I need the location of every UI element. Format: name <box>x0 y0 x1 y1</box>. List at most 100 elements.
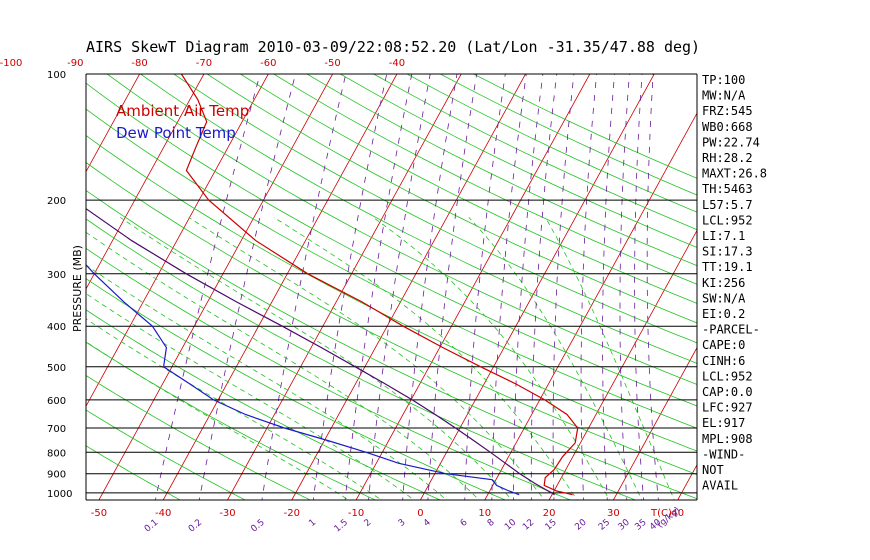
stability-index: SI:17.3 <box>702 245 753 259</box>
mixing-ratio-line <box>427 74 478 500</box>
dry-adiabat-line <box>306 74 697 267</box>
isotherm-line <box>86 74 269 407</box>
isotherm-line <box>291 74 526 500</box>
top-temp-tick-label: -50 <box>324 58 340 69</box>
mixing-ratio-line <box>552 74 575 500</box>
pressure-tick-label: 800 <box>47 448 66 459</box>
legend-ambient-air: Ambient Air Temp <box>116 102 249 120</box>
stability-index: FRZ:545 <box>702 104 753 118</box>
isotherm-line <box>0 74 75 500</box>
temp-tick-label: 40 <box>671 508 684 519</box>
dry-adiabat-line <box>106 74 697 385</box>
mixing-ratio-line <box>646 74 659 500</box>
pressure-tick-label: 500 <box>47 363 66 374</box>
top-temp-tick-label: -80 <box>131 58 147 69</box>
mixing-ratio-tick-label: 10 <box>503 517 518 532</box>
mixing-ratio-tick-label: 4 <box>422 517 433 529</box>
mixing-ratio-tick-label: 1.5 <box>333 518 350 535</box>
stability-index: CAPE:0 <box>702 338 745 352</box>
mixing-ratio-line <box>344 74 413 500</box>
dry-adiabat-line <box>340 74 697 248</box>
stability-index: LI:7.1 <box>702 229 745 243</box>
stability-index: MW:N/A <box>702 89 746 103</box>
x-axis-label: T(C) <box>650 508 672 519</box>
stability-index: CINH:6 <box>702 354 745 368</box>
mixing-ratio-tick-label: 12 <box>521 518 536 533</box>
stability-index: TT:19.1 <box>702 260 753 274</box>
isotherm-line <box>355 74 591 500</box>
pressure-tick-label: 700 <box>47 424 66 435</box>
isotherm-line <box>0 74 11 500</box>
pressure-tick-label: 300 <box>47 270 66 281</box>
stability-index: TH:5463 <box>702 182 753 196</box>
mixing-ratio-line <box>602 74 615 500</box>
legend-dew-point: Dew Point Temp <box>116 124 236 142</box>
moist-adiabat-line <box>545 217 675 500</box>
top-temp-tick-label: -60 <box>260 58 276 69</box>
isotherm-line <box>613 346 697 500</box>
dry-adiabat-line <box>373 74 697 231</box>
stability-index: AVAIL <box>702 479 738 493</box>
isotherm-line <box>548 229 697 500</box>
isotherm-line <box>86 74 140 173</box>
moist-adiabat-line <box>86 264 448 500</box>
stability-index: SW:N/A <box>702 291 746 305</box>
moist-adiabat-line <box>86 293 415 500</box>
temp-tick-label: -50 <box>91 508 107 519</box>
mixing-ratio-tick-label: 0.1 <box>143 518 160 535</box>
dry-adiabat-line <box>86 108 697 429</box>
top-temp-tick-label: -40 <box>389 58 405 69</box>
stability-index: LFC:927 <box>702 401 753 415</box>
dry-adiabat-line <box>86 189 697 500</box>
mixing-ratio-tick-label: 6 <box>459 517 470 529</box>
temp-tick-label: 20 <box>543 508 556 519</box>
isotherm-line <box>86 74 205 290</box>
temp-tick-label: -10 <box>348 508 364 519</box>
moist-adiabat-line <box>468 217 643 500</box>
stability-index: LCL:952 <box>702 369 753 383</box>
pressure-tick-label: 100 <box>47 70 66 81</box>
stability-index: CAP:0.0 <box>702 385 753 399</box>
isotherm-line <box>420 74 655 500</box>
mixing-ratio-tick-label: 1 <box>307 518 318 529</box>
mixing-ratio-tick-label: 30 <box>617 517 632 532</box>
temp-tick-label: -20 <box>284 508 300 519</box>
stability-index: L57:5.7 <box>702 198 753 212</box>
pressure-tick-label: 400 <box>47 322 66 333</box>
bottom-temp-axis: -50 -40 -30 -20 -10 0 10 20 30 40 <box>91 508 684 519</box>
stability-index: MAXT:26.8 <box>702 167 767 181</box>
isotherm-line <box>227 74 462 500</box>
dry-adiabat-line <box>440 74 697 196</box>
dry-adiabat-line <box>86 134 697 452</box>
stability-index: EI:0.2 <box>702 307 745 321</box>
temp-tick-label: -40 <box>155 508 171 519</box>
profiles <box>86 74 579 496</box>
moist-adiabat-line <box>120 217 513 500</box>
plot-area <box>0 74 697 500</box>
dry-adiabat-line <box>206 74 697 324</box>
chart-title: AIRS SkewT Diagram 2010-03-09/22:08:52.2… <box>86 38 700 56</box>
moist-adiabat-line <box>273 217 578 500</box>
temp-tick-label: -30 <box>219 508 235 519</box>
isotherm-line <box>162 74 398 500</box>
stability-index: PW:22.74 <box>702 135 760 149</box>
mixing-ratio-line <box>634 74 645 500</box>
stability-index: NOT <box>702 463 724 477</box>
stability-index: RH:28.2 <box>702 151 753 165</box>
mixing-ratio-tick-label: 2 <box>363 518 374 529</box>
dry-adiabat-line <box>86 247 572 500</box>
pressure-tick-label: 1000 <box>47 489 72 500</box>
temp-tick-label: 0 <box>417 508 423 519</box>
dry-adiabat-line <box>240 74 697 304</box>
temp-tick-label: 30 <box>607 508 620 519</box>
mixing-ratio-line <box>580 74 597 500</box>
dry-adiabat-line <box>173 74 697 344</box>
moist-adiabat-line <box>86 318 383 500</box>
mixing-ratio-line <box>619 74 630 500</box>
stability-index: KI:256 <box>702 276 745 290</box>
mixing-ratio-tick-label: 3 <box>397 518 408 529</box>
top-temp-tick-label: -90 <box>67 58 83 69</box>
isotherm-line <box>484 112 697 500</box>
